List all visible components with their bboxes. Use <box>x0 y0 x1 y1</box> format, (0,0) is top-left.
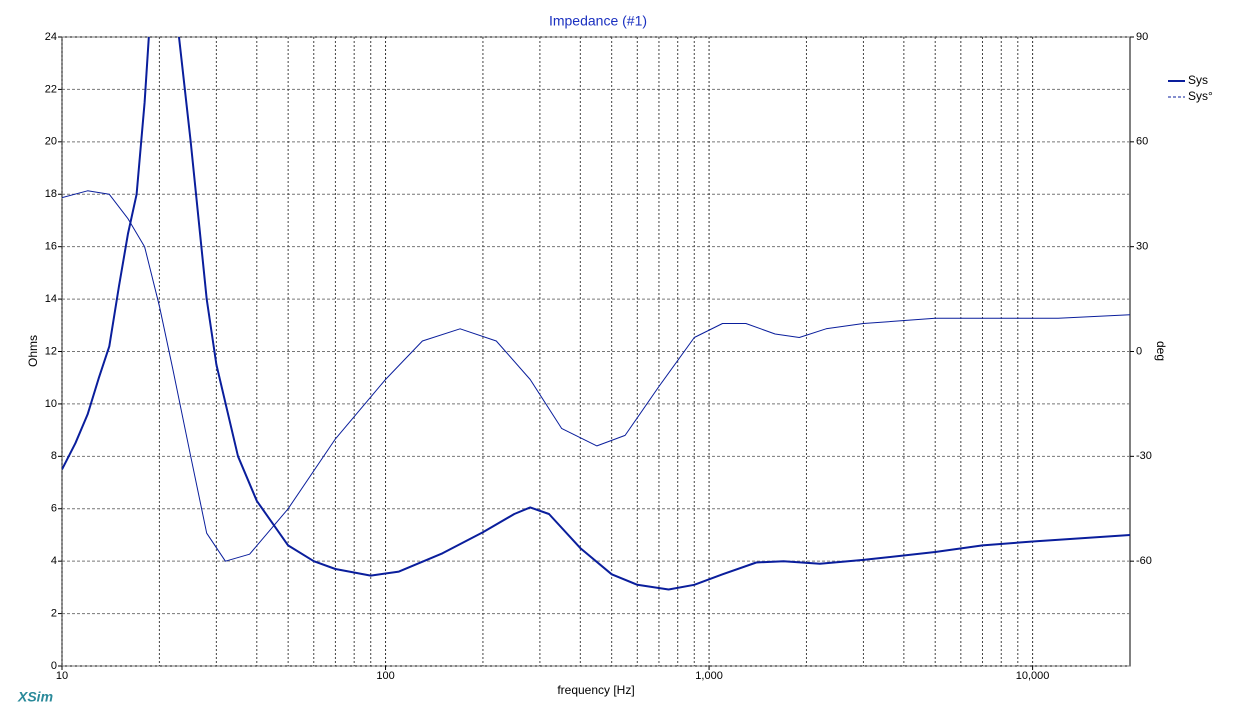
y-tick-label: 22 <box>45 83 57 95</box>
logo: XSim <box>17 689 53 705</box>
x-tick-label: 100 <box>376 670 394 682</box>
x-tick-label: 10 <box>56 670 68 682</box>
legend-label: Sys <box>1188 73 1208 87</box>
y2-axis-title: deg <box>1154 341 1168 361</box>
chart-title: Impedance (#1) <box>549 13 647 29</box>
y-axis-title: Ohms <box>26 335 40 367</box>
y2-tick-label: -30 <box>1136 450 1152 462</box>
y-tick-label: 16 <box>45 241 57 253</box>
y-tick-label: 10 <box>45 398 57 410</box>
legend-label: Sys° <box>1188 89 1213 103</box>
y-tick-label: 20 <box>45 136 57 148</box>
y2-tick-label: 30 <box>1136 241 1148 253</box>
y-tick-label: 8 <box>51 450 57 462</box>
series-line <box>62 190 1130 562</box>
y-tick-label: 12 <box>45 345 57 357</box>
x-tick-label: 1,000 <box>695 670 723 682</box>
y-tick-label: 0 <box>51 660 57 672</box>
y2-tick-label: -60 <box>1136 555 1152 567</box>
x-axis-title: frequency [Hz] <box>557 683 634 697</box>
y2-tick-label: 90 <box>1136 31 1148 43</box>
y-tick-label: 4 <box>51 555 57 567</box>
x-tick-label: 10,000 <box>1016 670 1050 682</box>
grid <box>58 36 1134 670</box>
y-tick-label: 24 <box>45 31 57 43</box>
y-tick-label: 18 <box>45 188 57 200</box>
y-tick-label: 6 <box>51 503 57 515</box>
legend: Sys Sys° <box>1168 73 1213 103</box>
lines <box>62 37 1130 591</box>
y-tick-label: 14 <box>45 293 57 305</box>
y2-tick-label: 60 <box>1136 136 1148 148</box>
y2-tick-label: 0 <box>1136 345 1142 357</box>
y-tick-label: 2 <box>51 607 57 619</box>
series-line <box>62 37 1130 591</box>
